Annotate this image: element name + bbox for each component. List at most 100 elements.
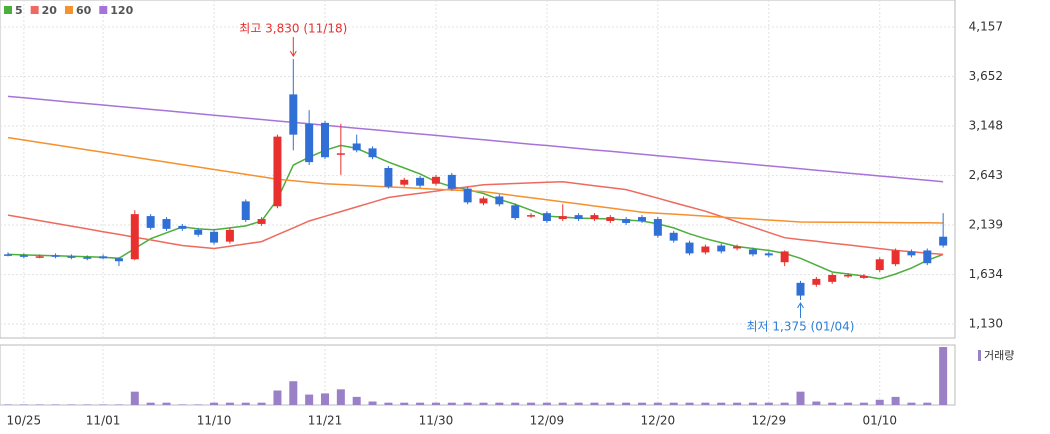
volume-bar [225,402,234,405]
candle-body [194,229,203,235]
candle-body [844,274,853,277]
volume-bar [669,402,678,405]
volume-bar [748,402,757,405]
volume-bar [574,402,583,405]
candle-body [717,245,726,252]
candle-body [130,214,139,260]
candle-body [685,242,694,254]
candle-body [638,217,646,222]
candle-body [622,219,631,223]
volume-bar [463,402,472,405]
candle-body [4,254,12,256]
volume-bar [289,381,298,405]
volume-bar [939,347,948,405]
candle-body [368,148,377,158]
x-tick-label: 12/20 [641,414,676,428]
candle-body [289,94,298,135]
y-tick-label: 1,634 [969,267,1003,281]
candle-body [35,256,44,258]
price-pane [0,0,956,339]
volume-bar [558,402,567,405]
y-tick-label: 2,139 [969,218,1003,232]
volume-bar [764,402,773,405]
volume-bar [19,404,28,405]
volume-bar [35,404,44,405]
candle-body [701,246,710,253]
x-tick-label: 11/01 [86,414,121,428]
volume-bar [336,389,345,405]
volume-bar [257,402,266,405]
volume-bar [701,402,710,405]
volume-legend: 거래량 [984,349,1014,362]
volume-bar [606,402,615,405]
grid [0,0,955,405]
candle-body [859,275,868,278]
candle-body [83,257,92,259]
candle-body [748,249,757,255]
volume-bar [162,402,171,405]
candle-body [764,253,773,256]
volume-bar [844,402,853,405]
candle-body [336,153,345,155]
volume-bar [542,402,551,405]
annotation-arrowhead [797,302,804,309]
candle-body [574,215,583,220]
volume-bar [368,401,377,405]
candle-body [828,274,837,282]
x-tick-label: 11/30 [419,414,454,428]
y-tick-label: 2,643 [969,168,1003,182]
y-tick-label: 4,157 [969,19,1003,33]
volume-bar [479,402,488,405]
volume-bar [891,396,900,405]
ma-line [7,180,944,256]
volume-bar [638,402,646,405]
x-tick-label: 12/09 [530,414,565,428]
x-tick-label: 11/21 [308,414,343,428]
volume-bar [114,404,123,405]
volume-bar [146,402,155,405]
candle-body [241,201,250,221]
candle-body [527,215,536,217]
volume-bar [780,402,789,405]
volume-bar [685,402,694,405]
volume-bar [4,404,12,405]
volume-bar [83,404,92,405]
volume-bar [875,399,884,405]
x-tick-label: 01/10 [862,414,897,428]
volume-bar [400,402,409,405]
candle-body [321,122,329,158]
volume-bar [812,401,821,405]
candle-body [875,259,884,271]
candle-body [178,225,187,229]
candle-body [511,205,520,219]
volume-bar [511,402,520,405]
volume-bar [51,404,60,405]
volume-bar [495,402,504,405]
volume-bar [416,402,425,405]
candle-body [305,123,314,163]
volume-bar [447,402,456,405]
candle-body [273,136,282,207]
candle-body [558,216,567,220]
y-tick-label: 3,652 [969,69,1003,83]
legend-swatch [30,6,39,14]
y-tick-label: 3,148 [969,119,1003,133]
legend-label: 20 [42,4,58,17]
candle-body [51,255,60,257]
volume-bar [210,402,219,405]
candle-body [812,278,821,285]
volume-bar [352,396,361,405]
volume-bar [273,390,282,405]
candle-body [416,177,425,186]
candle-body [114,258,123,262]
volume-bar [431,402,440,405]
volume-pane [0,344,956,406]
y-tick-label: 1,130 [969,317,1003,331]
legend-label: 60 [76,4,92,17]
volume-bar [99,404,108,405]
candle-body [891,250,900,265]
volume-bar [130,391,139,405]
x-tick-label: 12/29 [752,414,787,428]
ma-line [7,95,944,183]
